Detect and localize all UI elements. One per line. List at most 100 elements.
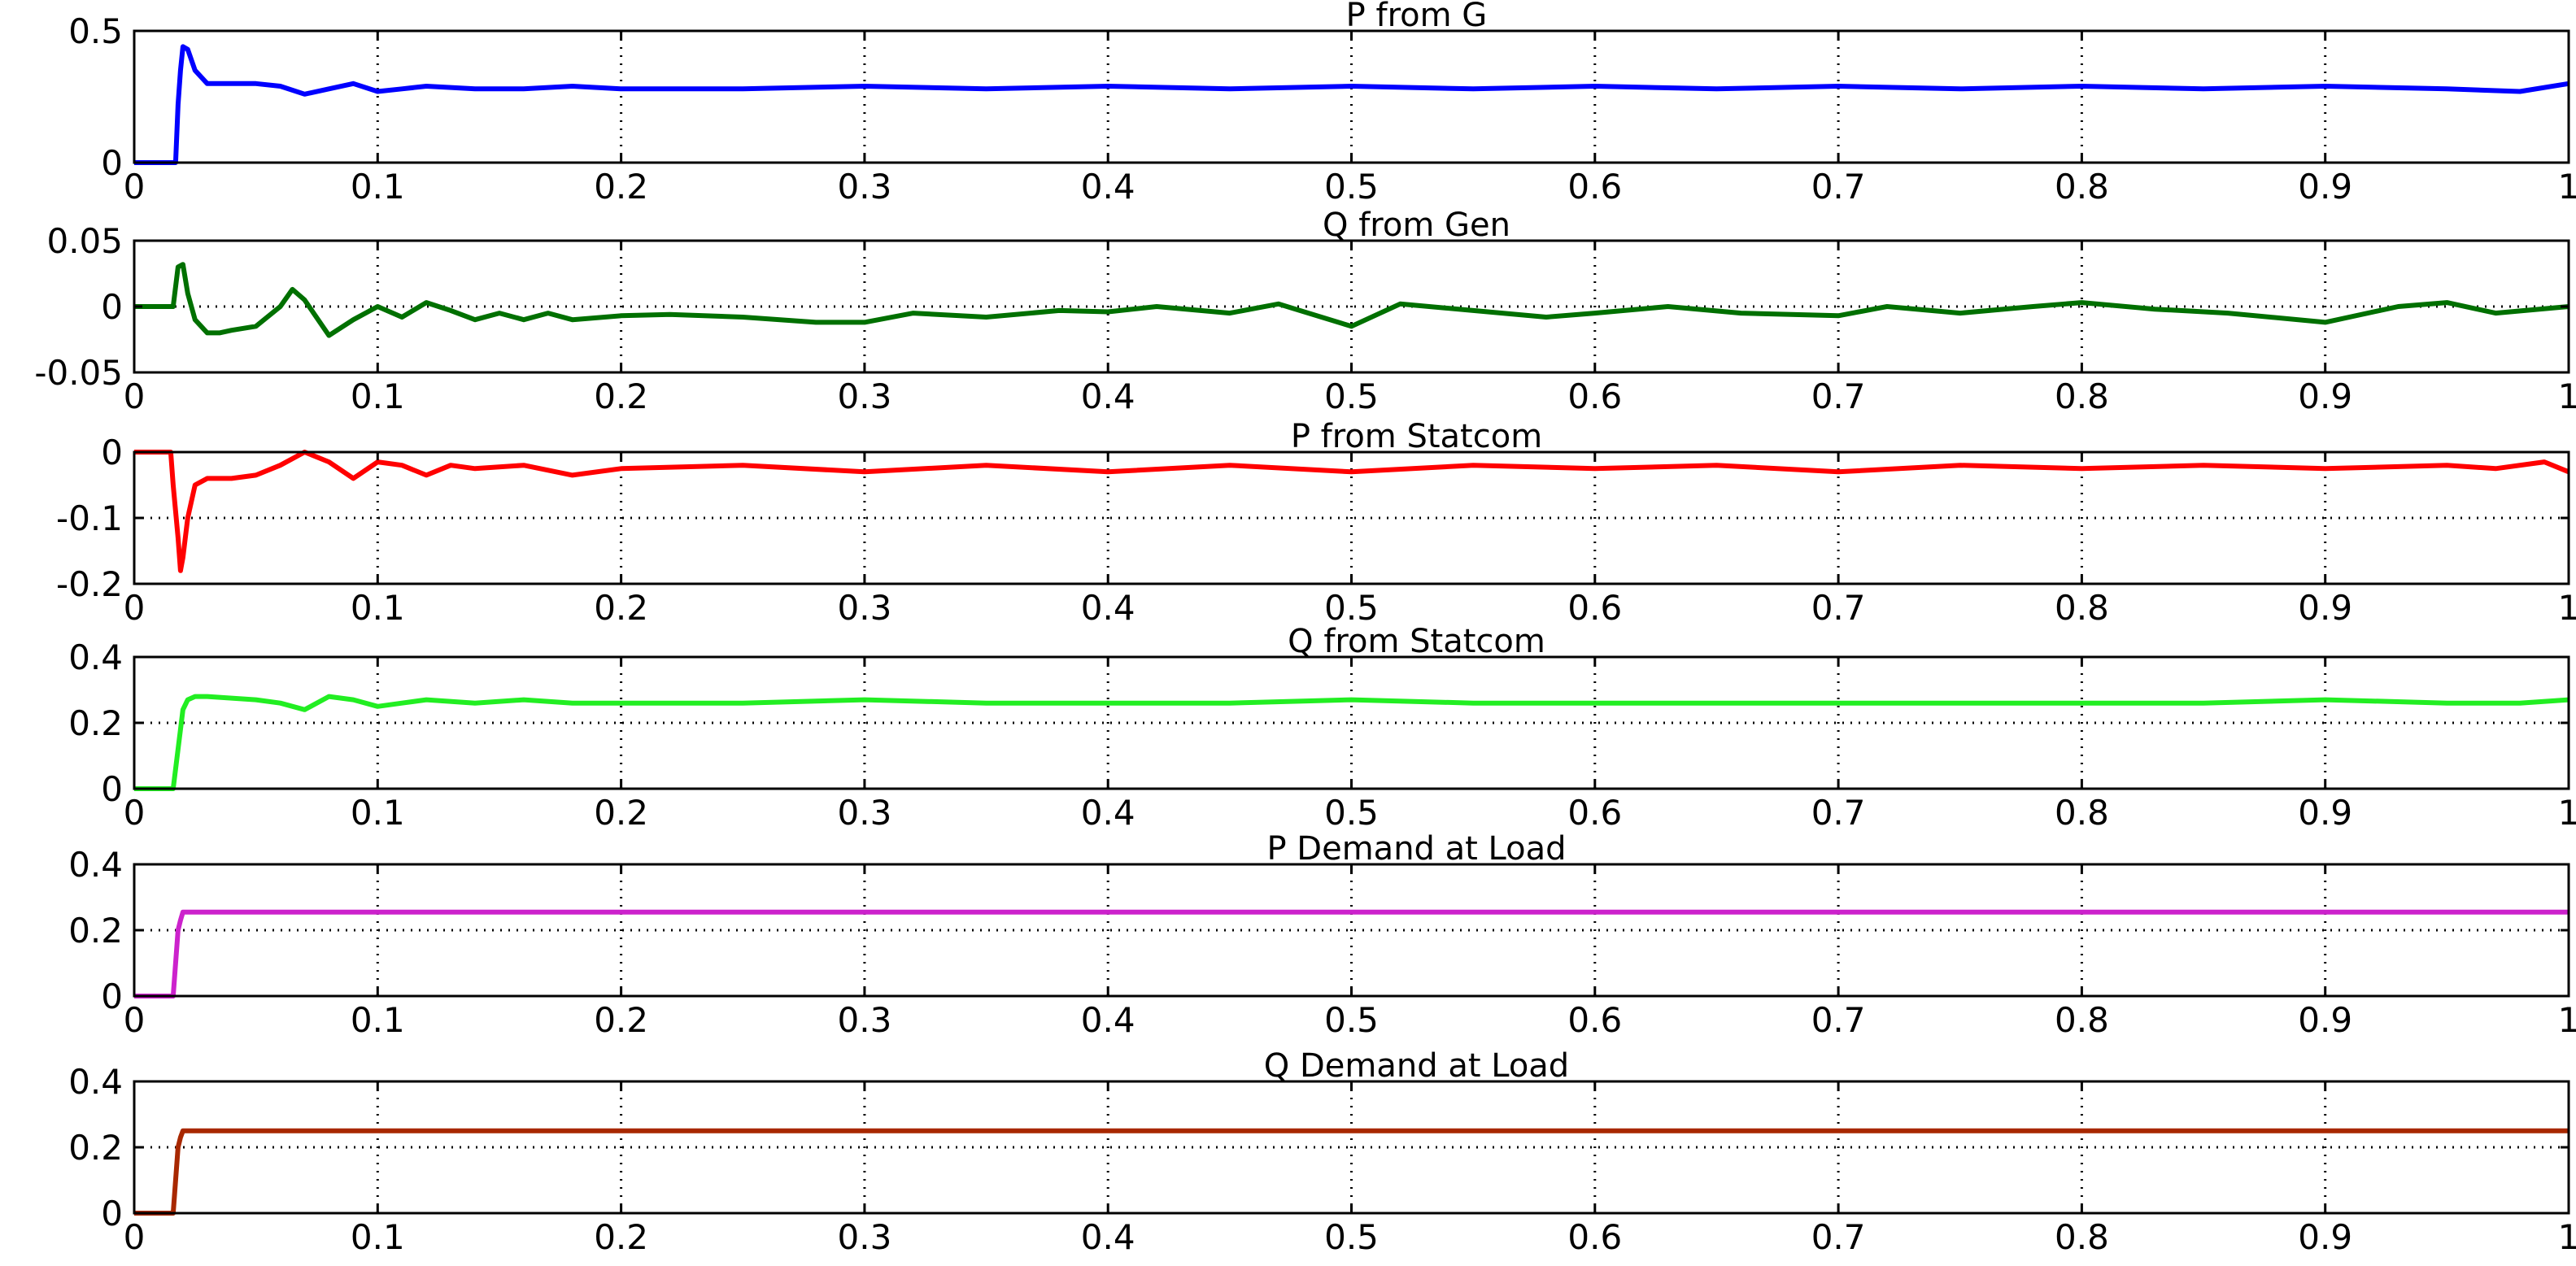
x-tick-label: 1	[2558, 1000, 2576, 1040]
x-tick-label: 0.3	[838, 1217, 892, 1257]
x-tick-label: 0.6	[1567, 376, 1622, 416]
x-tick-label: 0.4	[1081, 1217, 1135, 1257]
x-tick-label: 0.8	[2055, 376, 2109, 416]
x-tick-label: 0	[124, 1217, 146, 1257]
x-tick-label: 0.3	[838, 376, 892, 416]
x-tick-label: 0.4	[1081, 167, 1135, 207]
y-tick-label: -0.2	[56, 564, 123, 604]
x-tick-label: 1	[2558, 167, 2576, 207]
x-tick-label: 0.6	[1567, 1000, 1622, 1040]
x-tick-label: 0.2	[594, 167, 648, 207]
x-tick-label: 0.7	[1811, 167, 1866, 207]
x-tick-label: 1	[2558, 588, 2576, 628]
x-tick-label: 0	[124, 793, 146, 833]
x-tick-label: 0.5	[1324, 376, 1379, 416]
x-tick-label: 1	[2558, 1217, 2576, 1257]
x-tick-label: 0.1	[351, 588, 405, 628]
x-tick-label: 0.8	[2055, 588, 2109, 628]
x-tick-label: 0.7	[1811, 793, 1866, 833]
series-line	[134, 262, 2569, 338]
x-tick-label: 0.2	[594, 376, 648, 416]
x-tick-label: 0.8	[2055, 167, 2109, 207]
x-tick-label: 0.3	[838, 167, 892, 207]
x-tick-label: 0.5	[1324, 1217, 1379, 1257]
y-tick-label: 0.5	[68, 11, 123, 51]
x-tick-label: 0.9	[2298, 1000, 2352, 1040]
x-tick-label: 0	[124, 588, 146, 628]
x-tick-label: 0.1	[351, 793, 405, 833]
chart-title: P from Statcom	[1291, 418, 1542, 455]
x-tick-label: 0.4	[1081, 1000, 1135, 1040]
subplot-1: 0 0.1 0.2 0.3 0.4 0.5 0.6 0.7 0.8 0.9 1 0 0.5 P from …	[68, 0, 2576, 207]
x-tick-label: 0.6	[1567, 793, 1622, 833]
y-tick-label: 0.2	[68, 911, 123, 951]
x-tick-label: 0.6	[1567, 1217, 1622, 1257]
x-tick-label: 0.9	[2298, 588, 2352, 628]
x-tick-label: 0.7	[1811, 376, 1866, 416]
y-tick-label: 0	[101, 143, 123, 183]
y-tick-label: 0.2	[68, 703, 123, 743]
y-tick-label: 0.2	[68, 1128, 123, 1168]
x-tick-label: 0.5	[1324, 167, 1379, 207]
x-tick-label: 1	[2558, 376, 2576, 416]
x-tick-label: 0.2	[594, 1000, 648, 1040]
x-tick-label: 0.9	[2298, 376, 2352, 416]
y-tick-label: 0	[101, 287, 123, 327]
x-tick-label: 0.5	[1324, 588, 1379, 628]
x-tick-label: 0.7	[1811, 1000, 1866, 1040]
chart-title: Q Demand at Load	[1264, 1047, 1569, 1085]
x-tick-label: 0.4	[1081, 793, 1135, 833]
y-tick-label: 0.4	[68, 1062, 123, 1102]
x-tick-label: 0.3	[838, 793, 892, 833]
x-tick-label: 0.1	[351, 1000, 405, 1040]
x-tick-label: 0.1	[351, 376, 405, 416]
x-tick-label: 0	[124, 167, 146, 207]
x-tick-label: 0.2	[594, 1217, 648, 1257]
x-tick-label: 0.5	[1324, 1000, 1379, 1040]
subplot-4: 0 0.1 0.2 0.3 0.4 0.5 0.6 0.7 0.8 0.9 1 0 0.2 0.4 Q fr…	[68, 623, 2576, 833]
subplot-3: 0 0.1 0.2 0.3 0.4 0.5 0.6 0.7 0.8 0.9 1 -0.2 -0.1 0 P …	[56, 418, 2576, 628]
subplot-6: 0 0.1 0.2 0.3 0.4 0.5 0.6 0.7 0.8 0.9 1 0 0.2 0.4 Q De…	[68, 1047, 2576, 1257]
x-tick-label: 0.1	[351, 1217, 405, 1257]
x-tick-label: 0.2	[594, 793, 648, 833]
x-tick-label: 0.4	[1081, 376, 1135, 416]
y-tick-label: 0	[101, 977, 123, 1016]
x-tick-label: 0.8	[2055, 1217, 2109, 1257]
x-tick-label: 0.9	[2298, 793, 2352, 833]
x-tick-label: 0.5	[1324, 793, 1379, 833]
series-line	[134, 450, 2570, 573]
series-line	[134, 694, 2569, 791]
x-tick-label: 0.9	[2298, 1217, 2352, 1257]
x-tick-label: 1	[2558, 793, 2576, 833]
x-tick-label: 0.2	[594, 588, 648, 628]
x-tick-label: 0.8	[2055, 793, 2109, 833]
x-tick-label: 0.8	[2055, 1000, 2109, 1040]
x-tick-label: 0.1	[351, 167, 405, 207]
y-tick-label: 0	[101, 769, 123, 809]
chart-title: Q from Gen	[1323, 207, 1510, 244]
chart-title: Q from Statcom	[1288, 623, 1545, 660]
subplot-5: 0 0.1 0.2 0.3 0.4 0.5 0.6 0.7 0.8 0.9 1 0 0.2 0.4 P De…	[68, 830, 2576, 1040]
y-tick-label: 0.4	[68, 845, 123, 885]
x-tick-label: 0.9	[2298, 167, 2352, 207]
x-tick-label: 0	[124, 1000, 146, 1040]
x-tick-label: 0.6	[1567, 588, 1622, 628]
y-tick-label: -0.1	[56, 498, 123, 538]
y-tick-label: 0	[101, 1194, 123, 1233]
y-tick-label: 0.4	[68, 637, 123, 677]
x-tick-label: 0.7	[1811, 588, 1866, 628]
y-tick-label: 0	[101, 433, 123, 472]
x-tick-label: 0.4	[1081, 588, 1135, 628]
x-tick-label: 0	[124, 376, 146, 416]
y-tick-label: -0.05	[34, 353, 123, 393]
chart-title: P Demand at Load	[1266, 830, 1566, 868]
x-tick-label: 0.3	[838, 1000, 892, 1040]
y-tick-label: 0.05	[46, 221, 123, 261]
chart-title: P from G	[1346, 0, 1488, 34]
x-tick-label: 0.7	[1811, 1217, 1866, 1257]
series-line	[134, 44, 2569, 165]
x-tick-label: 0.6	[1567, 167, 1622, 207]
x-tick-label: 0.3	[838, 588, 892, 628]
